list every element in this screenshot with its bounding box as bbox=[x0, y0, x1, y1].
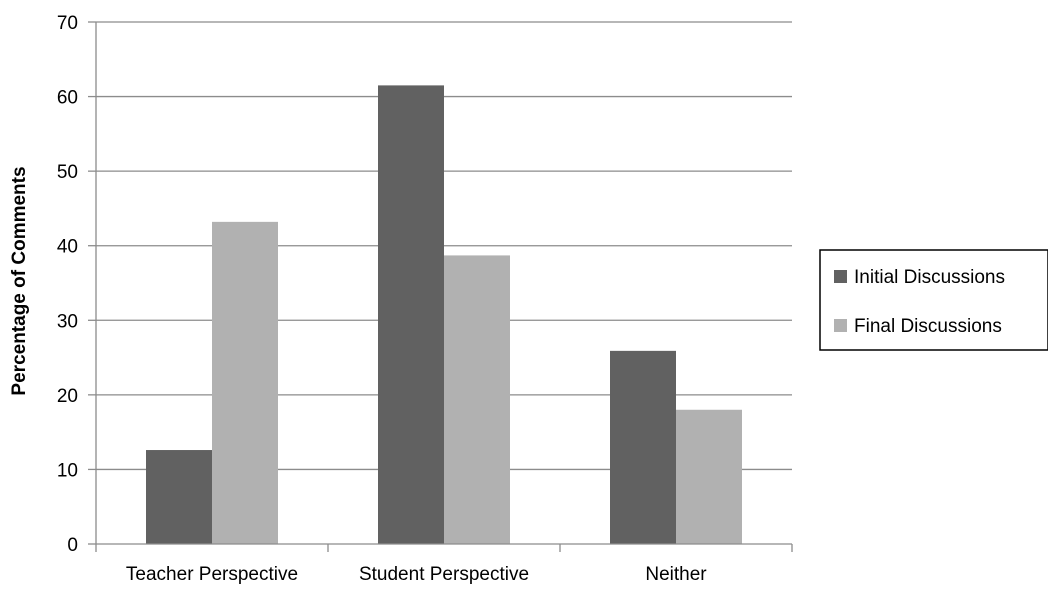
legend-label-final: Final Discussions bbox=[854, 316, 1002, 337]
x-tick-label: Student Perspective bbox=[359, 564, 529, 585]
y-tick-label: 40 bbox=[57, 237, 78, 258]
y-tick-label: 60 bbox=[57, 88, 78, 109]
x-tick-label: Teacher Perspective bbox=[126, 564, 298, 585]
y-tick-label: 50 bbox=[57, 162, 78, 183]
bar-final-discussions-2 bbox=[676, 409, 742, 544]
x-tick-label: Neither bbox=[645, 564, 707, 585]
y-tick-label: 20 bbox=[57, 386, 78, 407]
y-tick-label: 10 bbox=[57, 460, 78, 481]
legend-swatch-final bbox=[834, 319, 847, 332]
y-tick-label: 30 bbox=[57, 311, 78, 332]
bars bbox=[146, 85, 742, 544]
bar-initial-discussions-0 bbox=[146, 450, 212, 544]
legend-box bbox=[819, 249, 1048, 351]
bar-final-discussions-1 bbox=[444, 255, 510, 544]
axes: 0 10 20 30 40 50 60 70 Teacher Perspective Studen… bbox=[57, 13, 793, 585]
bar-initial-discussions-1 bbox=[378, 85, 444, 544]
bar-final-discussions-0 bbox=[212, 221, 278, 544]
legend-swatch-initial bbox=[834, 270, 847, 283]
y-tick-label: 70 bbox=[57, 13, 78, 34]
bar-initial-discussions-2 bbox=[610, 350, 676, 544]
y-tick-label: 0 bbox=[67, 535, 78, 556]
legend: Initial Discussions Final Discussions bbox=[819, 249, 1048, 351]
legend-label-initial: Initial Discussions bbox=[854, 267, 1005, 288]
y-axis-title: Percentage of Comments bbox=[9, 166, 30, 395]
